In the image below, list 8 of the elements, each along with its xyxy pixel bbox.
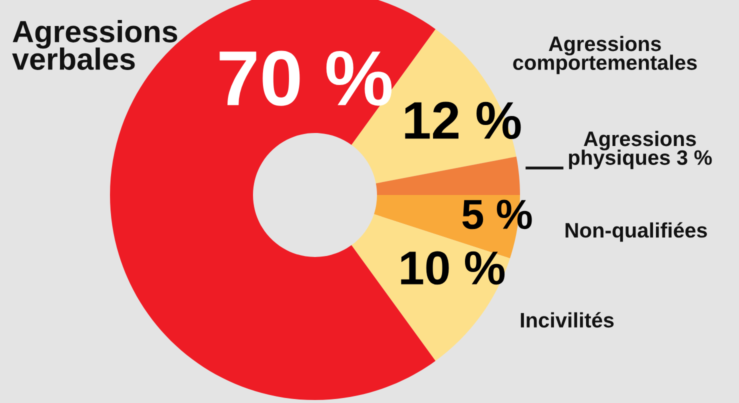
slice-label: Incivilités bbox=[520, 312, 614, 328]
slice-label: Non-qualifiées bbox=[566, 222, 707, 242]
data-label: 12 % bbox=[405, 102, 521, 140]
slice-label: Agressions physiques 3 % bbox=[569, 130, 712, 170]
data-label: 70 % bbox=[220, 50, 392, 106]
data-label: 10 % bbox=[401, 251, 505, 285]
slice-label: Agressions comportementales bbox=[513, 36, 697, 74]
slice-label: Agressions verbales bbox=[12, 20, 178, 70]
